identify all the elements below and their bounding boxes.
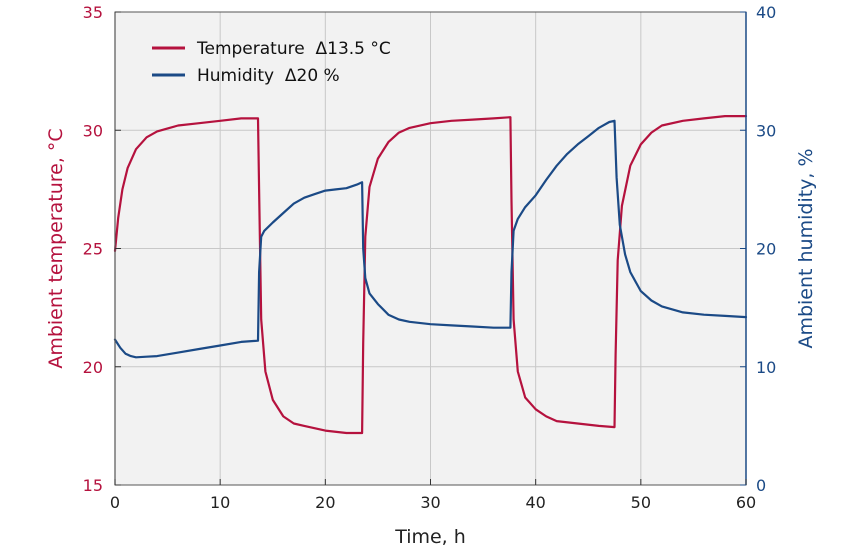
x-tick-label-5: 50 xyxy=(631,493,651,512)
y-left-tick-label-2: 25 xyxy=(83,240,103,259)
temperature-series-line xyxy=(113,114,748,435)
grid xyxy=(115,12,746,485)
legend: Temperature Δ13.5 °C Humidity Δ20 % xyxy=(152,39,391,86)
y-right-tick-label-2: 20 xyxy=(756,240,776,259)
x-tick-label-2: 20 xyxy=(315,493,335,512)
y-right-tick-label-1: 10 xyxy=(756,358,776,377)
humidity-series-line xyxy=(113,119,748,359)
y-left-axis-title: Ambient temperature, °C xyxy=(45,128,67,368)
legend-temperature-label: Temperature Δ13.5 °C xyxy=(196,39,391,59)
x-tick-label-0: 0 xyxy=(110,493,120,512)
y-left-tick-label-3: 30 xyxy=(83,121,103,140)
y-left-tick-label-4: 35 xyxy=(83,3,103,22)
x-axis-title: Time, h xyxy=(394,526,466,548)
x-tick-label-6: 60 xyxy=(736,493,756,512)
x-tick-label-3: 30 xyxy=(420,493,440,512)
y-right-tick-label-3: 30 xyxy=(756,121,776,140)
x-tick-label-1: 10 xyxy=(210,493,230,512)
y-right-tick-label-0: 0 xyxy=(756,476,766,495)
y-left-tick-label-0: 15 xyxy=(83,476,103,495)
y-right-axis-title: Ambient humidity, % xyxy=(795,148,817,348)
series-layer xyxy=(113,114,748,435)
y-left-tick-label-1: 20 xyxy=(83,358,103,377)
y-right-tick-label-4: 40 xyxy=(756,3,776,22)
x-tick-label-4: 40 xyxy=(525,493,545,512)
legend-humidity-label: Humidity Δ20 % xyxy=(197,66,340,86)
axes: 0 10 20 30 40 50 60 15 20 25 30 35 0 10 20 30 40 xyxy=(83,3,777,512)
